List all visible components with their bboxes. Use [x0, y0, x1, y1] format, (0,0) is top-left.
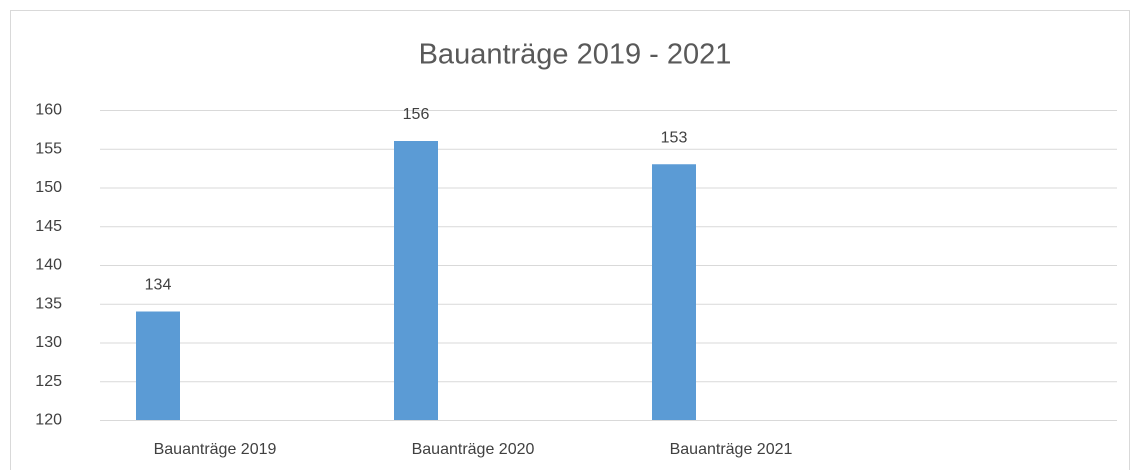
- y-tick-label: 150: [35, 179, 62, 196]
- chart-title: Bauanträge 2019 - 2021: [419, 39, 732, 71]
- y-tick-label: 125: [35, 373, 62, 390]
- x-tick-label: Bauanträge 2021: [670, 441, 793, 458]
- y-tick-label: 135: [35, 295, 62, 312]
- bar: [136, 311, 180, 420]
- y-tick-label: 155: [35, 140, 62, 157]
- bar: [652, 164, 696, 420]
- y-tick-label: 130: [35, 334, 62, 351]
- bar: [394, 141, 438, 420]
- data-label: 156: [403, 106, 430, 123]
- y-tick-label: 120: [35, 412, 62, 429]
- data-label: 134: [145, 277, 172, 294]
- y-tick-label: 145: [35, 218, 62, 235]
- x-tick-label: Bauanträge 2020: [412, 441, 535, 458]
- y-tick-label: 160: [35, 102, 62, 119]
- y-tick-label: 140: [35, 257, 62, 274]
- x-tick-label: Bauanträge 2019: [154, 441, 277, 458]
- data-label: 153: [661, 129, 688, 146]
- chart-frame: [10, 10, 1130, 470]
